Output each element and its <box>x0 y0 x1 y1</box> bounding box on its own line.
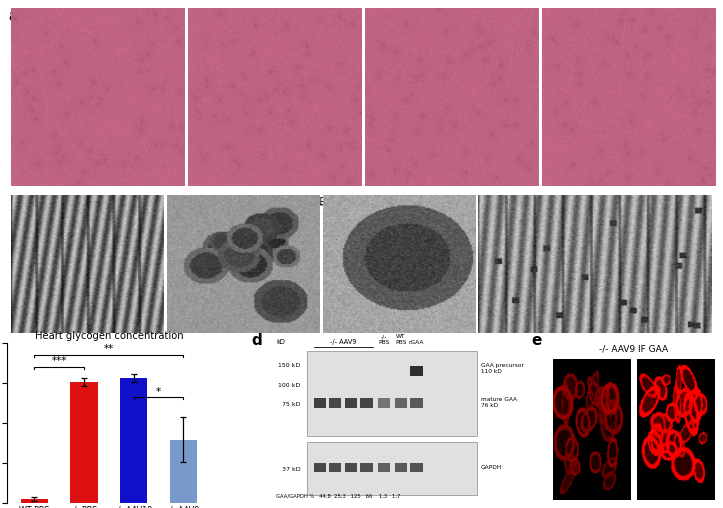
Bar <box>345 463 357 472</box>
Text: -/- AAV9 IF GAA: -/- AAV9 IF GAA <box>599 344 668 353</box>
Bar <box>360 398 372 408</box>
Text: *: * <box>156 387 161 397</box>
Bar <box>411 366 423 376</box>
Title: Heart glycogen concentration: Heart glycogen concentration <box>35 331 183 340</box>
Bar <box>314 398 326 408</box>
Bar <box>21 499 48 503</box>
Text: rGAA: rGAA <box>408 340 424 345</box>
Bar <box>378 463 390 472</box>
Bar <box>395 463 407 472</box>
Bar <box>170 439 197 503</box>
Text: d: d <box>252 333 262 348</box>
Text: -/- AAV9: -/- AAV9 <box>609 13 649 23</box>
Text: -/- AAV9: -/- AAV9 <box>330 339 356 345</box>
Text: -/- AAV9: -/- AAV9 <box>576 197 615 207</box>
Text: WT PBS: WT PBS <box>79 13 116 23</box>
Bar <box>329 463 341 472</box>
Text: a: a <box>9 10 19 24</box>
Bar <box>307 442 476 495</box>
Bar <box>360 463 372 472</box>
Text: **: ** <box>103 344 114 354</box>
Text: -/- PBS: -/- PBS <box>307 197 338 207</box>
Text: e: e <box>531 333 542 348</box>
Bar <box>314 463 326 472</box>
Text: 37 kD: 37 kD <box>282 467 301 472</box>
Bar <box>345 398 357 408</box>
Text: 150 kD: 150 kD <box>278 363 301 368</box>
Text: GAA precursor
110 kD: GAA precursor 110 kD <box>481 363 524 374</box>
Bar <box>70 382 98 503</box>
Text: -/- AAV10: -/- AAV10 <box>429 13 474 23</box>
Text: 75 kD: 75 kD <box>282 402 301 407</box>
Text: WT PBS: WT PBS <box>68 197 106 207</box>
Text: mature GAA
76 kD: mature GAA 76 kD <box>481 397 517 408</box>
Text: ***: *** <box>51 356 67 366</box>
Bar <box>378 398 390 408</box>
Bar <box>307 351 476 436</box>
Bar <box>120 378 147 503</box>
Text: WT
PBS: WT PBS <box>395 334 406 345</box>
Text: kD: kD <box>276 339 285 345</box>
Text: 100 kD: 100 kD <box>278 383 301 388</box>
Bar <box>329 398 341 408</box>
Text: -/-
PBS: -/- PBS <box>379 334 390 345</box>
Text: b: b <box>8 197 19 211</box>
Text: GAA/GAPDH %   44,8  25,3   125   66    1,3   1,7: GAA/GAPDH % 44,8 25,3 125 66 1,3 1,7 <box>276 494 401 499</box>
Text: GAPDH: GAPDH <box>481 465 502 470</box>
Bar <box>411 398 423 408</box>
Bar <box>395 398 407 408</box>
Bar <box>411 463 423 472</box>
Text: -/- PBS: -/- PBS <box>259 13 291 23</box>
